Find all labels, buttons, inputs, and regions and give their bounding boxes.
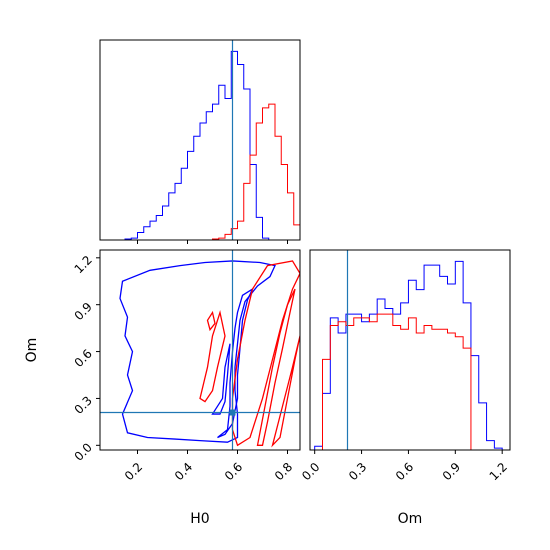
joint-ytick-label-0: 0.0 [72,440,95,463]
joint-ytick-label-2: 0.6 [72,347,95,370]
truth-point-marker [229,409,236,416]
joint-xtick-label-3: 0.8 [272,460,295,483]
contour-6 [199,309,226,403]
om-marginal-xtick-label-3: 0.9 [440,460,463,483]
histogram-series-3-1 [314,313,503,451]
om-marginal-frame [309,249,511,451]
joint-frame [99,249,301,451]
x-axis-label-om: Om [398,511,423,527]
contour-5 [271,335,300,448]
contour-0 [119,260,276,443]
joint-ytick-label-4: 1.2 [72,253,95,276]
contour-7 [206,310,216,332]
histogram-series-1-0 [100,50,300,241]
contour-3 [231,260,300,447]
y-axis-label-om: Om [24,338,40,363]
x-axis-label-h0: H0 [190,511,209,527]
h0-marginal-panel [99,39,301,244]
joint-ytick-label-3: 0.9 [72,300,95,323]
joint-contour-panel: 0.2 0.4 0.6 0.8 0.0 0.3 0.6 0.9 1.2 [72,249,301,483]
contour-4 [256,288,296,446]
joint-ytick-label-1: 0.3 [72,393,95,416]
histogram-series-3-0 [314,260,503,450]
om-marginal-panel: 0.0 0.3 0.6 0.9 1.2 [299,249,511,483]
joint-xtick-label-0: 0.2 [122,460,145,483]
om-marginal-xtick-label-1: 0.3 [346,460,369,483]
om-marginal-xtick-label-4: 1.2 [487,460,510,483]
joint-contours [119,260,300,448]
h0-marginal-frame [99,39,301,241]
om-marginal-xtick-label-2: 0.6 [393,460,416,483]
joint-xtick-label-2: 0.6 [222,460,245,483]
joint-xtick-label-1: 0.4 [172,460,195,483]
om-marginal-xtick-label-0: 0.0 [299,460,322,483]
